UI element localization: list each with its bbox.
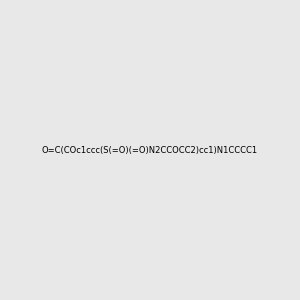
Text: O=C(COc1ccc(S(=O)(=O)N2CCOCC2)cc1)N1CCCC1: O=C(COc1ccc(S(=O)(=O)N2CCOCC2)cc1)N1CCCC… bbox=[42, 146, 258, 154]
